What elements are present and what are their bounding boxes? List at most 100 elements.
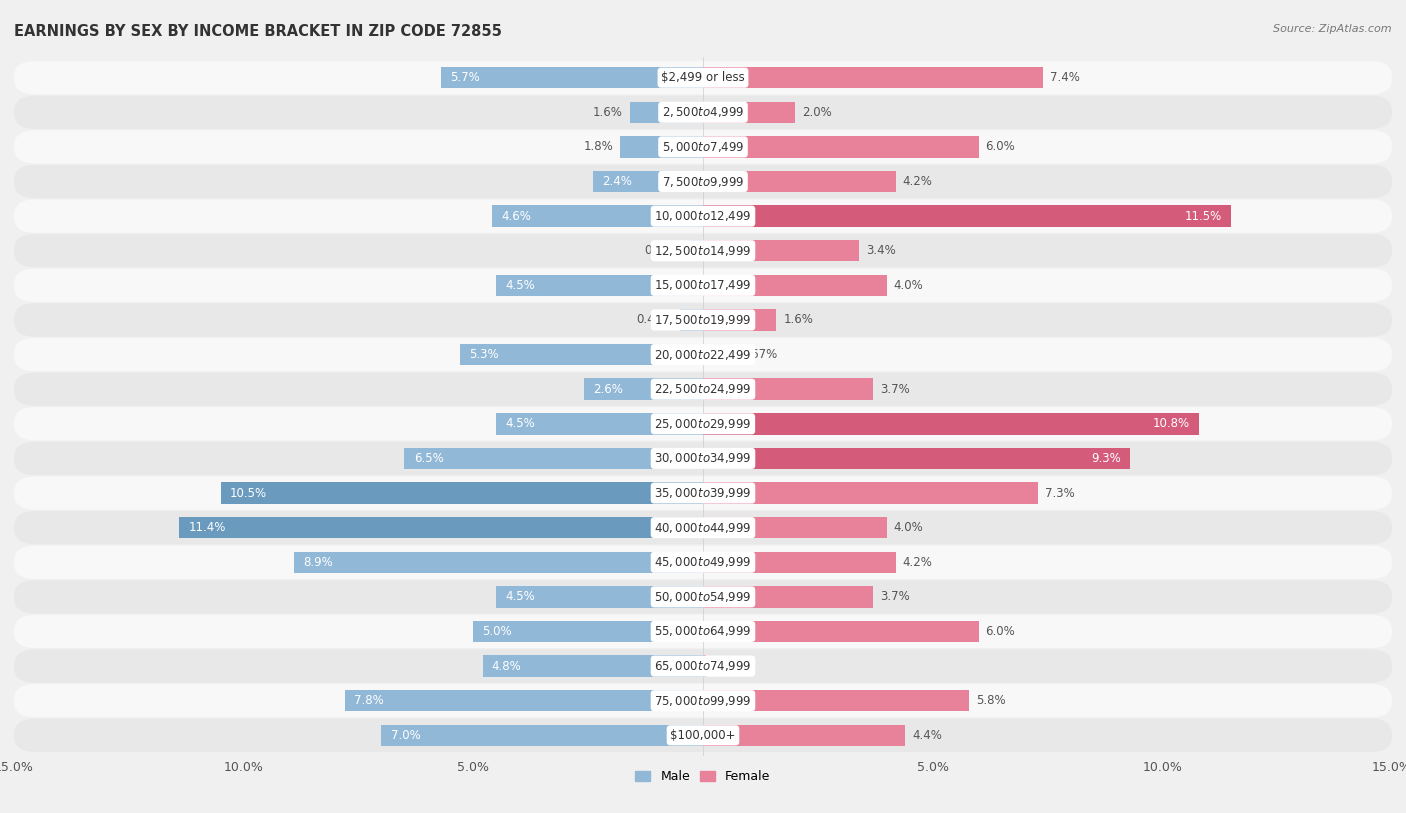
- Bar: [703, 448, 1130, 469]
- FancyBboxPatch shape: [14, 650, 1392, 683]
- Bar: [703, 309, 776, 331]
- Text: 4.0%: 4.0%: [894, 521, 924, 534]
- Text: 2.0%: 2.0%: [801, 106, 831, 119]
- Bar: [221, 482, 703, 504]
- Text: 0.67%: 0.67%: [741, 348, 778, 361]
- Text: EARNINGS BY SEX BY INCOME BRACKET IN ZIP CODE 72855: EARNINGS BY SEX BY INCOME BRACKET IN ZIP…: [14, 24, 502, 39]
- Text: 4.6%: 4.6%: [501, 210, 531, 223]
- FancyBboxPatch shape: [14, 615, 1392, 648]
- Text: 8.9%: 8.9%: [304, 556, 333, 569]
- Text: $10,000 to $12,499: $10,000 to $12,499: [654, 209, 752, 223]
- FancyBboxPatch shape: [14, 199, 1392, 233]
- Bar: [703, 482, 1038, 504]
- FancyBboxPatch shape: [14, 546, 1392, 579]
- Text: $5,000 to $7,499: $5,000 to $7,499: [662, 140, 744, 154]
- Bar: [703, 67, 1043, 89]
- Text: 4.4%: 4.4%: [912, 728, 942, 741]
- Text: 4.2%: 4.2%: [903, 175, 932, 188]
- FancyBboxPatch shape: [14, 511, 1392, 544]
- Text: 6.0%: 6.0%: [986, 625, 1015, 638]
- Text: $20,000 to $22,499: $20,000 to $22,499: [654, 348, 752, 362]
- Bar: [583, 379, 703, 400]
- Text: 4.5%: 4.5%: [506, 590, 536, 603]
- Bar: [703, 275, 887, 296]
- Text: $17,500 to $19,999: $17,500 to $19,999: [654, 313, 752, 327]
- Text: 6.5%: 6.5%: [413, 452, 443, 465]
- Bar: [405, 448, 703, 469]
- FancyBboxPatch shape: [14, 338, 1392, 372]
- Text: 4.5%: 4.5%: [506, 417, 536, 430]
- Bar: [593, 171, 703, 192]
- Text: 4.8%: 4.8%: [492, 659, 522, 672]
- Bar: [703, 690, 969, 711]
- Bar: [630, 102, 703, 123]
- Bar: [703, 517, 887, 538]
- FancyBboxPatch shape: [14, 580, 1392, 614]
- Bar: [703, 136, 979, 158]
- Text: 0.49%: 0.49%: [637, 314, 673, 327]
- Text: $12,500 to $14,999: $12,500 to $14,999: [654, 244, 752, 258]
- Text: $7,500 to $9,999: $7,500 to $9,999: [662, 175, 744, 189]
- Bar: [441, 67, 703, 89]
- Text: $35,000 to $39,999: $35,000 to $39,999: [654, 486, 752, 500]
- Text: $40,000 to $44,999: $40,000 to $44,999: [654, 520, 752, 535]
- Text: 11.5%: 11.5%: [1185, 210, 1222, 223]
- FancyBboxPatch shape: [14, 269, 1392, 302]
- Text: 7.0%: 7.0%: [391, 728, 420, 741]
- FancyBboxPatch shape: [14, 234, 1392, 267]
- Text: 5.3%: 5.3%: [468, 348, 498, 361]
- Bar: [620, 136, 703, 158]
- Text: $30,000 to $34,999: $30,000 to $34,999: [654, 451, 752, 465]
- FancyBboxPatch shape: [14, 165, 1392, 198]
- Text: 7.4%: 7.4%: [1050, 72, 1080, 85]
- Text: $75,000 to $99,999: $75,000 to $99,999: [654, 693, 752, 707]
- Text: 10.8%: 10.8%: [1153, 417, 1189, 430]
- Text: $22,500 to $24,999: $22,500 to $24,999: [654, 382, 752, 396]
- Text: Source: ZipAtlas.com: Source: ZipAtlas.com: [1274, 24, 1392, 34]
- FancyBboxPatch shape: [14, 372, 1392, 406]
- Text: 6.0%: 6.0%: [986, 141, 1015, 154]
- FancyBboxPatch shape: [14, 303, 1392, 337]
- Bar: [496, 275, 703, 296]
- Text: 1.6%: 1.6%: [593, 106, 623, 119]
- Text: $15,000 to $17,499: $15,000 to $17,499: [654, 278, 752, 293]
- Text: 4.0%: 4.0%: [894, 279, 924, 292]
- Bar: [381, 724, 703, 746]
- Text: $45,000 to $49,999: $45,000 to $49,999: [654, 555, 752, 569]
- Text: $25,000 to $29,999: $25,000 to $29,999: [654, 417, 752, 431]
- Text: 5.8%: 5.8%: [976, 694, 1005, 707]
- FancyBboxPatch shape: [14, 407, 1392, 441]
- Text: $65,000 to $74,999: $65,000 to $74,999: [654, 659, 752, 673]
- FancyBboxPatch shape: [14, 719, 1392, 752]
- Bar: [703, 206, 1232, 227]
- Text: $100,000+: $100,000+: [671, 728, 735, 741]
- Text: 5.7%: 5.7%: [450, 72, 479, 85]
- Text: 11.4%: 11.4%: [188, 521, 226, 534]
- Bar: [703, 413, 1199, 434]
- Legend: Male, Female: Male, Female: [630, 765, 776, 789]
- Bar: [344, 690, 703, 711]
- Text: 5.0%: 5.0%: [482, 625, 512, 638]
- Text: $2,500 to $4,999: $2,500 to $4,999: [662, 106, 744, 120]
- Bar: [703, 240, 859, 262]
- Text: 0.31%: 0.31%: [645, 244, 682, 257]
- Bar: [703, 102, 794, 123]
- Text: $55,000 to $64,999: $55,000 to $64,999: [654, 624, 752, 638]
- Bar: [703, 655, 706, 677]
- FancyBboxPatch shape: [14, 441, 1392, 475]
- Bar: [482, 655, 703, 677]
- Text: 1.6%: 1.6%: [783, 314, 813, 327]
- FancyBboxPatch shape: [14, 61, 1392, 94]
- Bar: [703, 586, 873, 607]
- FancyBboxPatch shape: [14, 476, 1392, 510]
- Bar: [474, 621, 703, 642]
- Bar: [703, 379, 873, 400]
- Bar: [460, 344, 703, 365]
- Text: $50,000 to $54,999: $50,000 to $54,999: [654, 590, 752, 604]
- Text: $2,499 or less: $2,499 or less: [661, 72, 745, 85]
- Text: 4.5%: 4.5%: [506, 279, 536, 292]
- Bar: [496, 586, 703, 607]
- Text: 9.3%: 9.3%: [1091, 452, 1121, 465]
- Bar: [703, 724, 905, 746]
- Bar: [703, 621, 979, 642]
